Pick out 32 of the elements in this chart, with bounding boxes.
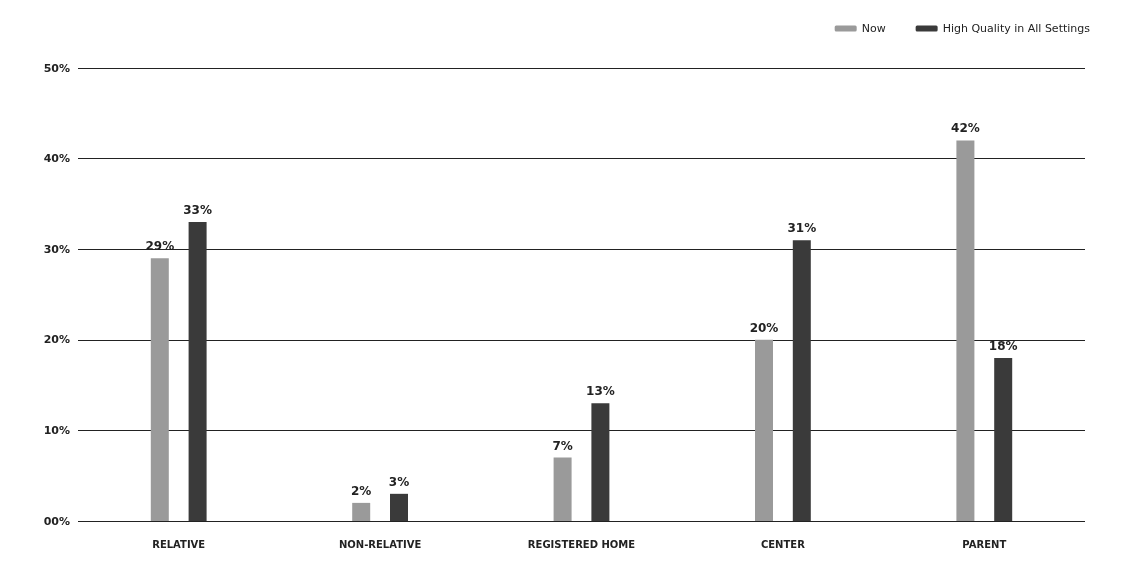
legend-label: High Quality in All Settings bbox=[942, 22, 1091, 35]
y-tick-label: 40% bbox=[43, 152, 70, 166]
x-tick-label: RELATIVE bbox=[152, 538, 206, 550]
bar bbox=[792, 240, 811, 521]
bar bbox=[591, 403, 610, 521]
bar bbox=[755, 339, 773, 521]
x-tick-label: PARENT bbox=[962, 538, 1007, 550]
data-label: 13% bbox=[586, 384, 615, 399]
data-label: 7% bbox=[552, 438, 573, 453]
bar bbox=[553, 457, 572, 521]
data-label: 20% bbox=[749, 320, 779, 335]
y-tick-label: 00% bbox=[43, 514, 70, 528]
data-label: 2% bbox=[351, 483, 372, 498]
legend-label: Now bbox=[861, 22, 886, 35]
y-tick-label: 30% bbox=[43, 242, 70, 256]
y-tick-label: 50% bbox=[43, 61, 70, 75]
x-tick-label: REGISTERED HOME bbox=[527, 538, 636, 550]
bar bbox=[188, 222, 207, 521]
bar bbox=[390, 493, 408, 521]
data-label: 18% bbox=[988, 338, 1018, 353]
x-tick-label: NON-RELATIVE bbox=[338, 538, 422, 550]
bar bbox=[150, 258, 169, 521]
data-label: 3% bbox=[388, 474, 410, 489]
bar bbox=[994, 357, 1013, 521]
data-label: 33% bbox=[183, 203, 212, 218]
x-tick-label: CENTER bbox=[760, 538, 806, 550]
y-tick-label: 20% bbox=[43, 333, 70, 347]
y-tick-label: 10% bbox=[43, 423, 70, 437]
bar bbox=[956, 140, 975, 521]
data-label: 31% bbox=[787, 221, 817, 236]
bar bbox=[352, 502, 371, 521]
data-label: 42% bbox=[951, 121, 980, 136]
